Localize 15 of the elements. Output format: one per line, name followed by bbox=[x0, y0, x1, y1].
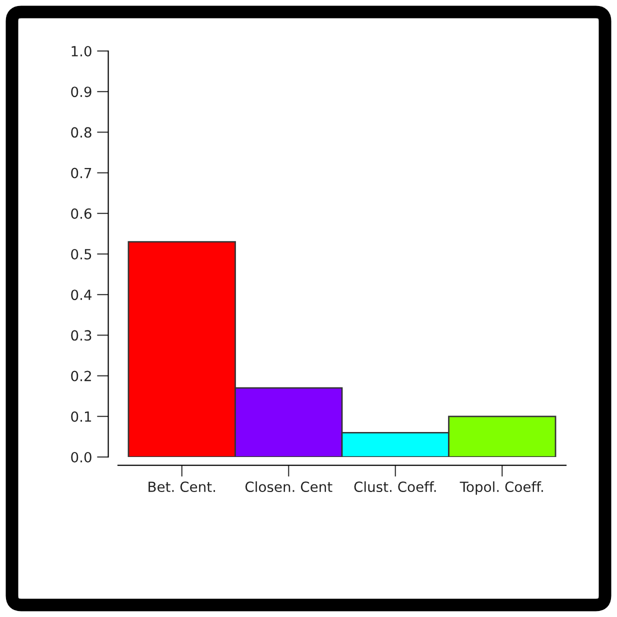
x-tick-label: Clust. Coeff. bbox=[354, 481, 436, 492]
y-tick-label: 0.2 bbox=[71, 370, 91, 382]
y-tick-label: 1.0 bbox=[72, 46, 92, 56]
y-tick-label: 0.8 bbox=[71, 127, 92, 138]
y-tick-label: 0.0 bbox=[71, 452, 92, 462]
y-tick-label: 0.3 bbox=[71, 330, 92, 341]
y-tick-label: 0.1 bbox=[71, 411, 92, 422]
x-tick-label: Bet. Cent. bbox=[148, 482, 215, 492]
x-tick-label: Closen. Cent bbox=[245, 481, 332, 492]
y-tick-label: 0.4 bbox=[71, 290, 92, 300]
y-tick-label: 0.6 bbox=[71, 208, 92, 219]
y-tick-label: 0.7 bbox=[71, 168, 92, 178]
y-tick-label: 0.9 bbox=[71, 86, 92, 98]
x-tick-label: Topol. Coeff. bbox=[460, 481, 543, 495]
y-tick-label: 0.5 bbox=[71, 248, 92, 260]
